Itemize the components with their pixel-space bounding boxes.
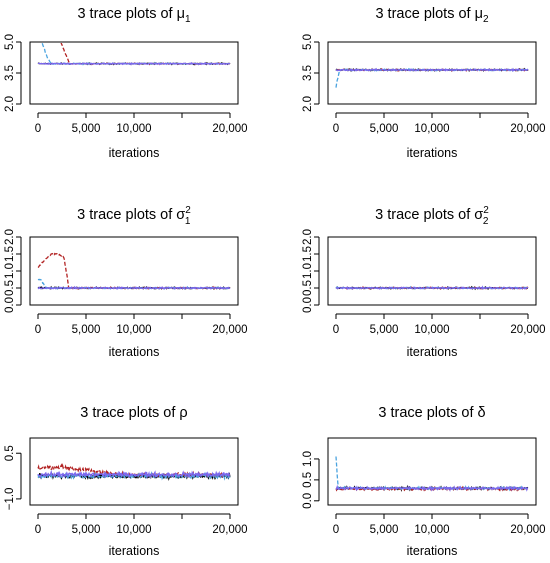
x-tick-label: 0 bbox=[35, 123, 41, 135]
y-tick-label: −1.0 bbox=[4, 488, 16, 511]
panel-title-text: 3 trace plots of σ bbox=[375, 207, 483, 223]
y-tick-label: 2.0 bbox=[4, 96, 16, 112]
trace-line-4 bbox=[335, 67, 529, 72]
panel-title: 3 trace plots of σ2 2 bbox=[375, 205, 489, 227]
trace-line-2 bbox=[37, 252, 231, 291]
y-tick-label: 1.5 bbox=[4, 246, 16, 262]
panel-title-text: 3 trace plots of μ bbox=[77, 6, 185, 22]
y-tick-label: 0.0 bbox=[302, 297, 314, 313]
trace-line-2 bbox=[60, 43, 231, 66]
x-axis-label: iterations bbox=[407, 146, 458, 160]
y-tick-label: 5.0 bbox=[302, 34, 314, 50]
trace-panel-5: 3 trace plots of ρ 0 5,000 10,000 20,000 iter… bbox=[4, 405, 248, 558]
title-superscript: 2 bbox=[185, 205, 191, 216]
trace-panel-3: 3 trace plots of σ2 1 0 5,000 10,000 20,000 it… bbox=[4, 205, 248, 359]
x-axis-label: iterations bbox=[109, 544, 160, 558]
y-tick-label: 1.0 bbox=[302, 451, 314, 467]
trace-line-3 bbox=[37, 470, 231, 481]
panel-title: 3 trace plots of ρ bbox=[80, 405, 187, 421]
x-tick-label: 5,000 bbox=[370, 123, 399, 135]
x-tick-label: 5,000 bbox=[370, 324, 399, 336]
x-tick-label: 10,000 bbox=[414, 524, 449, 536]
y-tick-label: 2.0 bbox=[302, 96, 314, 112]
x-tick-label: 20,000 bbox=[510, 123, 545, 135]
trace-line-4 bbox=[37, 469, 231, 479]
y-tick-label: 1.5 bbox=[302, 246, 314, 262]
y-tick-label: 2.0 bbox=[302, 229, 314, 245]
plot-frame bbox=[327, 236, 537, 306]
trace-line-2 bbox=[37, 463, 231, 479]
title-superscript: 2 bbox=[483, 205, 489, 216]
panel-title: 3 trace plots of δ bbox=[378, 405, 485, 421]
x-tick-label: 0 bbox=[333, 123, 339, 135]
x-tick-label: 5,000 bbox=[72, 123, 101, 135]
y-tick-label: 0.0 bbox=[302, 493, 314, 509]
x-tick-label: 20,000 bbox=[510, 524, 545, 536]
trace-panel-6: 3 trace plots of δ 0 5,000 10,000 20,000 iter… bbox=[302, 405, 546, 558]
plot-frame bbox=[327, 437, 537, 506]
panel-title: 3 trace plots of σ2 1 bbox=[77, 205, 191, 227]
trace-line-3 bbox=[335, 67, 529, 88]
panel-title-text: 3 trace plots of ρ bbox=[80, 405, 187, 421]
x-tick-label: 20,000 bbox=[510, 324, 545, 336]
plot-frame bbox=[29, 41, 239, 105]
x-tick-label: 5,000 bbox=[72, 324, 101, 336]
x-tick-label: 10,000 bbox=[116, 524, 151, 536]
x-tick-label: 10,000 bbox=[414, 324, 449, 336]
y-tick-label: 1.0 bbox=[302, 263, 314, 279]
title-subscript: 1 bbox=[185, 14, 191, 25]
trace-line-4 bbox=[336, 285, 528, 290]
y-tick-label: 0.0 bbox=[4, 297, 16, 313]
x-tick-label: 10,000 bbox=[414, 123, 449, 135]
y-tick-label: 5.0 bbox=[4, 34, 16, 50]
x-tick-label: 10,000 bbox=[116, 123, 151, 135]
plot-frame bbox=[29, 236, 239, 306]
y-tick-label: 1.0 bbox=[4, 263, 16, 279]
panel-title-text: 3 trace plots of σ bbox=[77, 207, 185, 223]
trace-line-4 bbox=[335, 484, 529, 493]
trace-line-4 bbox=[37, 61, 231, 66]
x-axis-label: iterations bbox=[109, 146, 160, 160]
trace-panel-4: 3 trace plots of σ2 2 0 5,000 10,000 20,000 it… bbox=[302, 205, 546, 359]
title-subscript: 2 bbox=[483, 14, 489, 25]
y-tick-label: 0.5 bbox=[302, 472, 314, 488]
x-tick-label: 10,000 bbox=[116, 324, 151, 336]
x-tick-label: 5,000 bbox=[370, 524, 399, 536]
x-axis-label: iterations bbox=[109, 345, 160, 359]
y-tick-label: 0.5 bbox=[4, 445, 16, 461]
x-tick-label: 20,000 bbox=[212, 524, 247, 536]
trace-line-4 bbox=[37, 285, 231, 290]
panel-title: 3 trace plots of μ1 bbox=[77, 6, 191, 25]
trace-panel-2: 3 trace plots of μ2 0 5,000 10,000 20,000 ite… bbox=[302, 6, 546, 160]
y-tick-label: 3.5 bbox=[302, 65, 314, 81]
trace-line-3 bbox=[335, 456, 529, 492]
x-tick-label: 20,000 bbox=[212, 324, 247, 336]
x-tick-label: 0 bbox=[35, 324, 41, 336]
y-tick-label: 0.5 bbox=[4, 280, 16, 296]
x-tick-label: 20,000 bbox=[212, 123, 247, 135]
y-tick-label: 0.5 bbox=[302, 280, 314, 296]
plot-frame bbox=[327, 41, 537, 105]
panel-title-text: 3 trace plots of μ bbox=[375, 6, 483, 22]
x-tick-label: 0 bbox=[333, 524, 339, 536]
title-subscript: 1 bbox=[185, 216, 191, 227]
trace-line-3 bbox=[41, 43, 231, 66]
y-tick-label: 3.5 bbox=[4, 65, 16, 81]
y-tick-label: 2.0 bbox=[4, 229, 16, 245]
panel-title: 3 trace plots of μ2 bbox=[375, 6, 489, 25]
title-subscript: 2 bbox=[483, 216, 489, 227]
x-axis-label: iterations bbox=[407, 345, 458, 359]
trace-panel-1: 3 trace plots of μ1 0 5,000 10,000 20,000 ite… bbox=[4, 6, 248, 160]
plot-frame bbox=[29, 437, 239, 506]
x-tick-label: 0 bbox=[35, 524, 41, 536]
panel-title-text: 3 trace plots of δ bbox=[378, 405, 485, 421]
x-tick-label: 5,000 bbox=[72, 524, 101, 536]
x-tick-label: 0 bbox=[333, 324, 339, 336]
x-axis-label: iterations bbox=[407, 544, 458, 558]
